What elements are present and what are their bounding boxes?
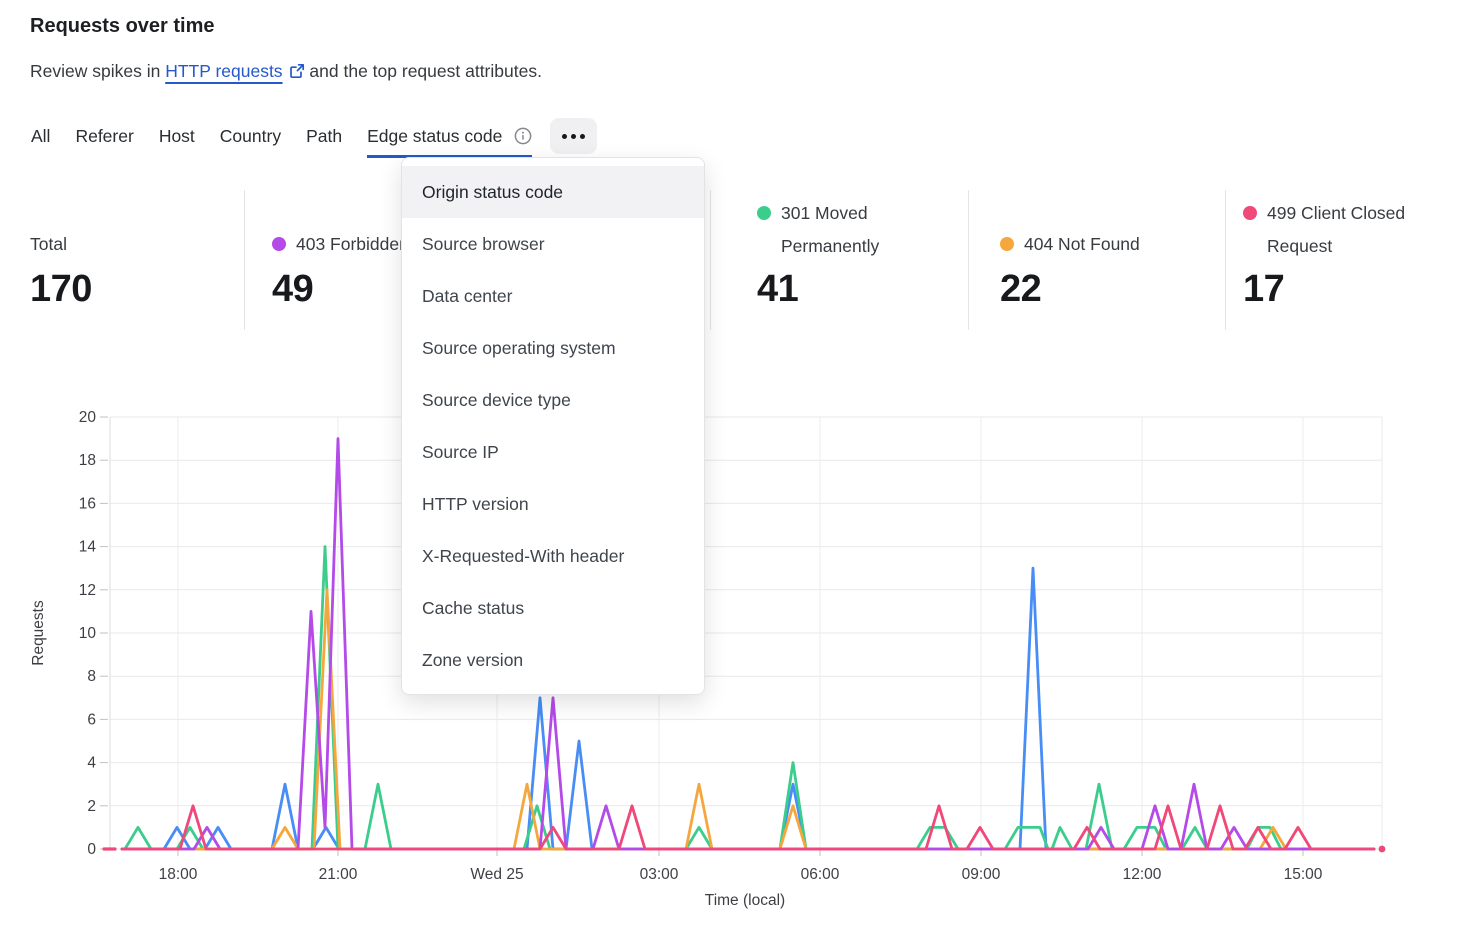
x-axis-title: Time (local) xyxy=(705,892,785,909)
tab-all[interactable]: All xyxy=(31,125,51,146)
x-tick-label: 21:00 xyxy=(319,866,358,883)
external-link-icon xyxy=(289,63,305,84)
stat-403-label: 403 Forbidden xyxy=(296,234,409,254)
stat-divider xyxy=(710,190,711,330)
series-end-dot xyxy=(1378,845,1386,853)
tab-country[interactable]: Country xyxy=(219,125,282,146)
menu-item-cache-status[interactable]: Cache status xyxy=(422,597,525,618)
y-tick-label: 18 xyxy=(79,452,96,469)
x-tick-label: 06:00 xyxy=(801,866,840,883)
series-line-purple xyxy=(120,437,1376,851)
menu-item-data-center[interactable]: Data center xyxy=(422,285,513,306)
dimension-tabs: All Referer Host Country Path Edge statu… xyxy=(31,118,598,158)
status-dot-499 xyxy=(1243,206,1257,220)
http-requests-link[interactable]: HTTP requests xyxy=(165,61,283,81)
x-tick-label: 09:00 xyxy=(962,866,1001,883)
stat-divider xyxy=(1225,190,1226,330)
menu-item-source-operating-system[interactable]: Source operating system xyxy=(422,337,616,358)
stat-301-value: 41 xyxy=(757,268,799,310)
menu-item-source-ip[interactable]: Source IP xyxy=(422,441,499,462)
x-tick-label: 03:00 xyxy=(640,866,679,883)
tab-host[interactable]: Host xyxy=(158,125,195,146)
y-tick-label: 20 xyxy=(79,409,97,426)
x-tick-label: Wed 25 xyxy=(470,866,523,883)
status-dot-404 xyxy=(1000,237,1014,251)
stat-total-label: Total xyxy=(30,234,67,254)
page-title: Requests over time xyxy=(30,15,215,37)
menu-item-source-device-type[interactable]: Source device type xyxy=(422,389,571,410)
x-tick-label: 15:00 xyxy=(1284,866,1323,883)
tab-edge-status-code[interactable]: Edge status code xyxy=(367,125,533,158)
series-line-blue xyxy=(120,566,1376,851)
stat-499-label: 499 Client Closed Request xyxy=(1267,203,1406,256)
y-tick-label: 14 xyxy=(79,539,97,556)
x-tick-label: 18:00 xyxy=(159,866,198,883)
menu-item-x-requested-with-header[interactable]: X-Requested-With header xyxy=(422,545,625,566)
y-tick-label: 4 xyxy=(87,755,96,772)
stat-404-label: 404 Not Found xyxy=(1024,234,1140,254)
y-tick-label: 2 xyxy=(87,798,96,815)
tab-path[interactable]: Path xyxy=(306,125,343,146)
dimension-dropdown-menu: Origin status code Source browser Data c… xyxy=(401,157,705,695)
stat-403-value: 49 xyxy=(272,268,314,310)
ellipsis-icon xyxy=(562,133,586,139)
status-dot-301 xyxy=(757,206,771,220)
y-tick-label: 8 xyxy=(87,668,96,685)
stat-403-forbidden: 403 Forbidden 49 xyxy=(272,197,472,311)
stat-total: Total 170 xyxy=(30,197,92,311)
subtitle-suffix: and the top request attributes. xyxy=(304,61,542,81)
stat-404-value: 22 xyxy=(1000,268,1042,310)
x-tick-label: 12:00 xyxy=(1123,866,1162,883)
stat-301-label: 301 Moved Permanently xyxy=(781,203,880,256)
series-line-green xyxy=(120,545,1376,851)
subtitle-prefix: Review spikes in xyxy=(30,61,166,81)
menu-item-zone-version[interactable]: Zone version xyxy=(422,649,524,670)
status-dot-403 xyxy=(272,237,286,251)
stat-404-not-found: 404 Not Found 22 xyxy=(1000,197,1210,311)
info-icon[interactable] xyxy=(514,127,532,145)
stat-total-value: 170 xyxy=(30,268,92,310)
stat-divider xyxy=(244,190,245,330)
y-tick-label: 12 xyxy=(79,582,96,599)
tab-referer[interactable]: Referer xyxy=(75,125,134,146)
y-axis-title: Requests xyxy=(30,600,47,666)
menu-item-origin-status-code[interactable]: Origin status code xyxy=(402,166,704,218)
menu-item-source-browser[interactable]: Source browser xyxy=(422,233,545,254)
stat-499-value: 17 xyxy=(1243,268,1285,310)
y-tick-label: 16 xyxy=(79,495,96,512)
page-subtitle: Review spikes in HTTP requests and the t… xyxy=(30,61,542,84)
stat-301-moved-permanently: 301 Moved Permanently 41 xyxy=(757,197,947,311)
more-tabs-button[interactable] xyxy=(550,118,598,154)
stat-499-client-closed: 499 Client Closed Request 17 xyxy=(1243,197,1443,311)
menu-item-http-version[interactable]: HTTP version xyxy=(422,493,529,514)
tab-edge-status-code-label: Edge status code xyxy=(367,125,503,146)
y-tick-label: 0 xyxy=(87,841,96,858)
y-tick-label: 10 xyxy=(79,625,97,642)
y-tick-label: 6 xyxy=(87,711,96,728)
stat-divider xyxy=(968,190,969,330)
series-line-pink xyxy=(120,804,1376,851)
